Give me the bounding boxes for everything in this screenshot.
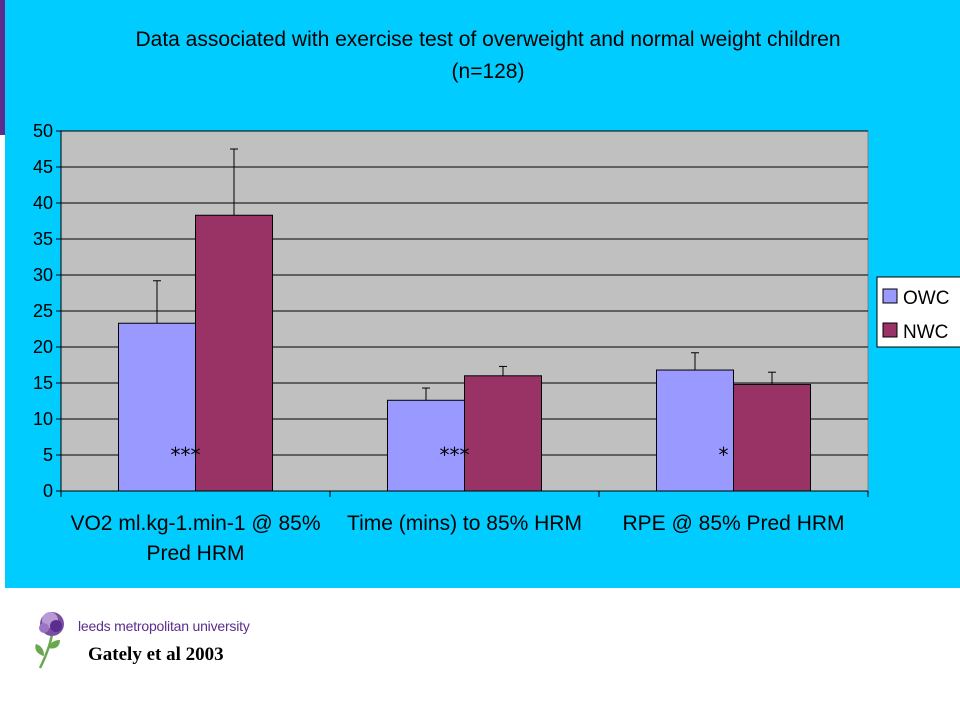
bar-owc — [656, 369, 734, 492]
significance-marker: *** — [171, 443, 201, 467]
legend-label: OWC — [903, 288, 949, 309]
y-tick-label: 5 — [43, 445, 53, 465]
legend-swatch — [882, 322, 898, 338]
y-tick-label: 40 — [33, 193, 53, 213]
significance-marker: * — [719, 443, 729, 467]
x-category-label: VO2 ml.kg-1.min-1 @ 85% — [70, 512, 320, 535]
bar-nwc — [195, 214, 273, 492]
rose-logo-icon — [35, 612, 64, 669]
bar-nwc — [733, 383, 811, 492]
y-tick-label: 0 — [43, 481, 53, 501]
y-tick-label: 30 — [33, 265, 53, 285]
x-category-label: Time (mins) to 85% HRM — [347, 512, 582, 535]
y-tick-label: 20 — [33, 337, 53, 357]
bar-nwc — [464, 375, 542, 492]
slide-accent-bar — [0, 0, 6, 135]
university-logo-text: leeds metropolitan university — [78, 618, 250, 634]
x-category-label: RPE @ 85% Pred HRM — [622, 512, 844, 535]
legend: OWC NWC — [876, 276, 960, 348]
y-tick-label: 35 — [33, 229, 53, 249]
citation: Gately et al 2003 — [88, 644, 224, 665]
chart-subtitle: (n=128) — [452, 60, 525, 83]
y-tick-label: 25 — [33, 301, 53, 321]
chart-title: Data associated with exercise test of ov… — [135, 28, 840, 51]
legend-label: NWC — [903, 322, 948, 343]
y-tick-label: 45 — [33, 157, 53, 177]
significance-marker: *** — [440, 443, 470, 467]
bar-chart: Data associated with exercise test of ov… — [33, 28, 960, 565]
y-tick-label: 15 — [33, 373, 53, 393]
y-tick-label: 50 — [33, 121, 53, 141]
y-tick-label: 10 — [33, 409, 53, 429]
footer: leeds metropolitan university Gately et … — [30, 606, 280, 676]
x-category-label: Pred HRM — [146, 542, 244, 565]
legend-swatch — [882, 288, 898, 304]
